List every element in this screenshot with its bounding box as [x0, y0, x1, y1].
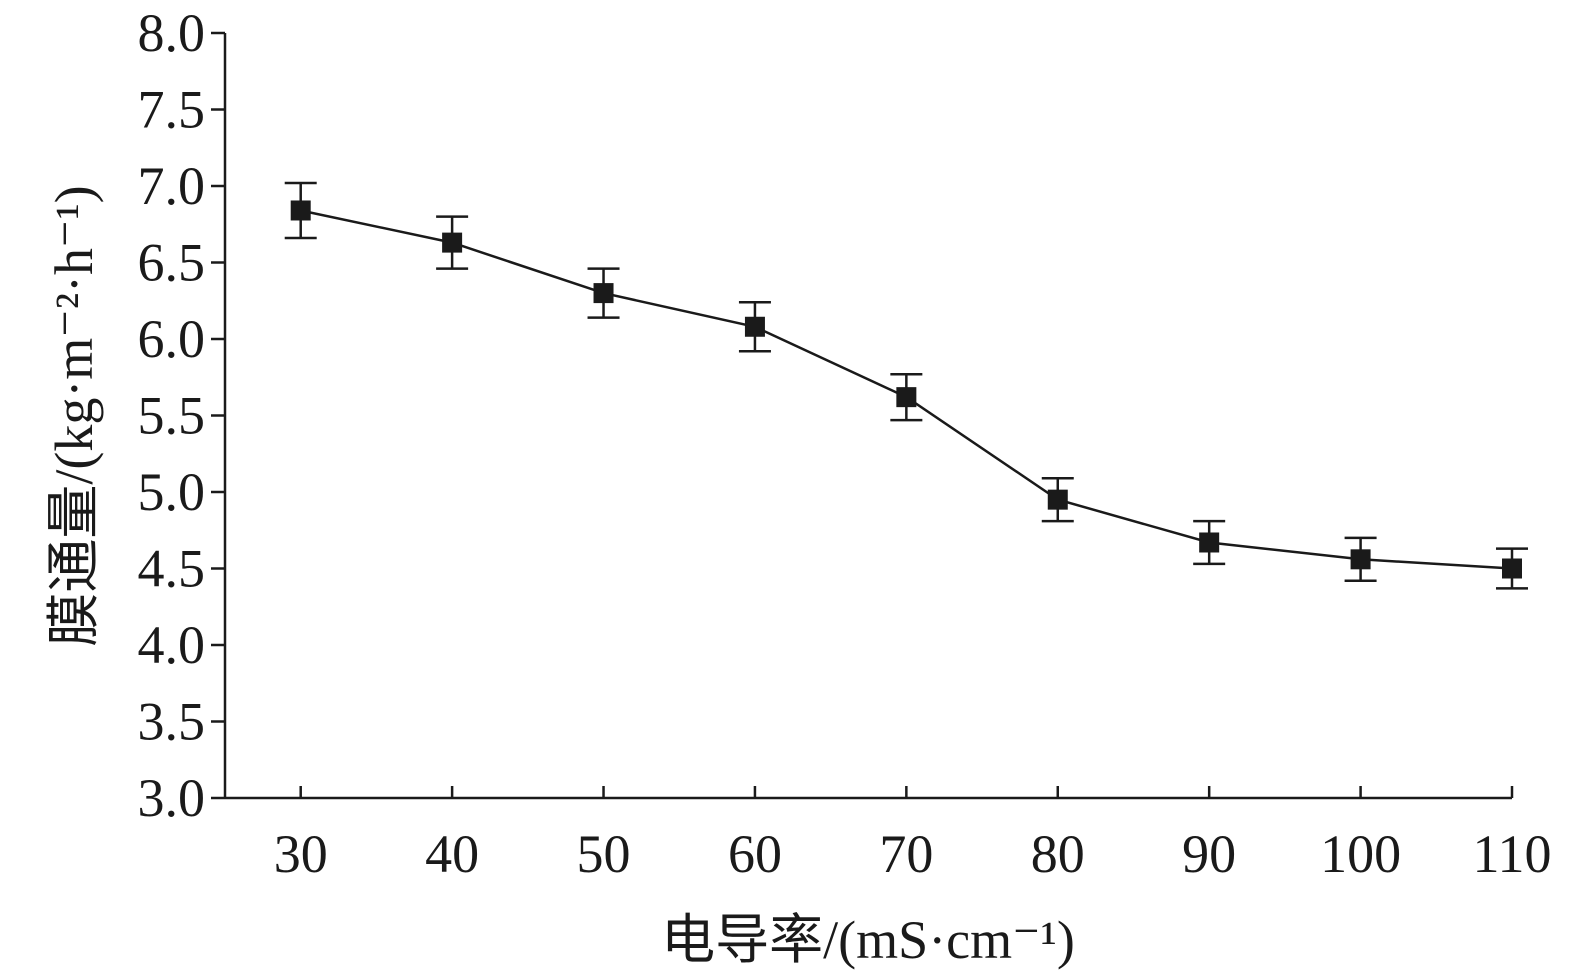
y-tick-label: 4.5: [138, 539, 206, 599]
data-point-marker: [744, 316, 765, 337]
y-tick-label: 8.0: [138, 3, 206, 63]
data-point-marker: [896, 387, 917, 408]
x-ticks: 30 40 50 60 70 80 90 100 110: [274, 786, 1552, 884]
y-ticks: 3.0 3.5 4.0 4.5 5.0 5.5 6.0 6.5 7.0 7.5 8.0: [138, 3, 225, 828]
x-tick-label: 60: [728, 824, 782, 884]
y-tick-label: 7.5: [138, 80, 206, 140]
x-tick-label: 50: [577, 824, 631, 884]
y-axis-title: 膜通量/(kg·m⁻²·h⁻¹): [44, 185, 104, 646]
x-tick-label: 100: [1320, 824, 1401, 884]
x-tick-label: 30: [274, 824, 328, 884]
data-point-marker: [290, 200, 311, 221]
x-axis-title: 电导率/(mS·cm⁻¹): [661, 910, 1075, 970]
axes: [223, 33, 1512, 800]
y-tick-label: 3.0: [138, 768, 206, 828]
y-tick-label: 5.5: [138, 386, 206, 446]
y-tick-label: 4.0: [138, 615, 206, 675]
x-tick-label: 80: [1031, 824, 1085, 884]
y-tick-label: 3.5: [138, 692, 206, 752]
y-tick-label: 7.0: [138, 156, 206, 216]
data-point-marker: [1502, 558, 1522, 579]
y-tick-label: 6.0: [138, 309, 206, 369]
y-tick-label: 6.5: [138, 233, 206, 293]
series-group: [284, 181, 1528, 590]
data-point-marker: [1350, 549, 1371, 570]
data-point-marker: [1047, 489, 1068, 510]
data-point-marker: [593, 283, 614, 304]
x-tick-label: 40: [425, 824, 479, 884]
data-point-marker: [1199, 532, 1220, 553]
data-point-marker: [442, 232, 463, 253]
x-tick-label: 70: [879, 824, 933, 884]
y-tick-label: 5.0: [138, 462, 206, 522]
x-tick-label: 90: [1182, 824, 1236, 884]
x-tick-label: 110: [1473, 824, 1552, 884]
